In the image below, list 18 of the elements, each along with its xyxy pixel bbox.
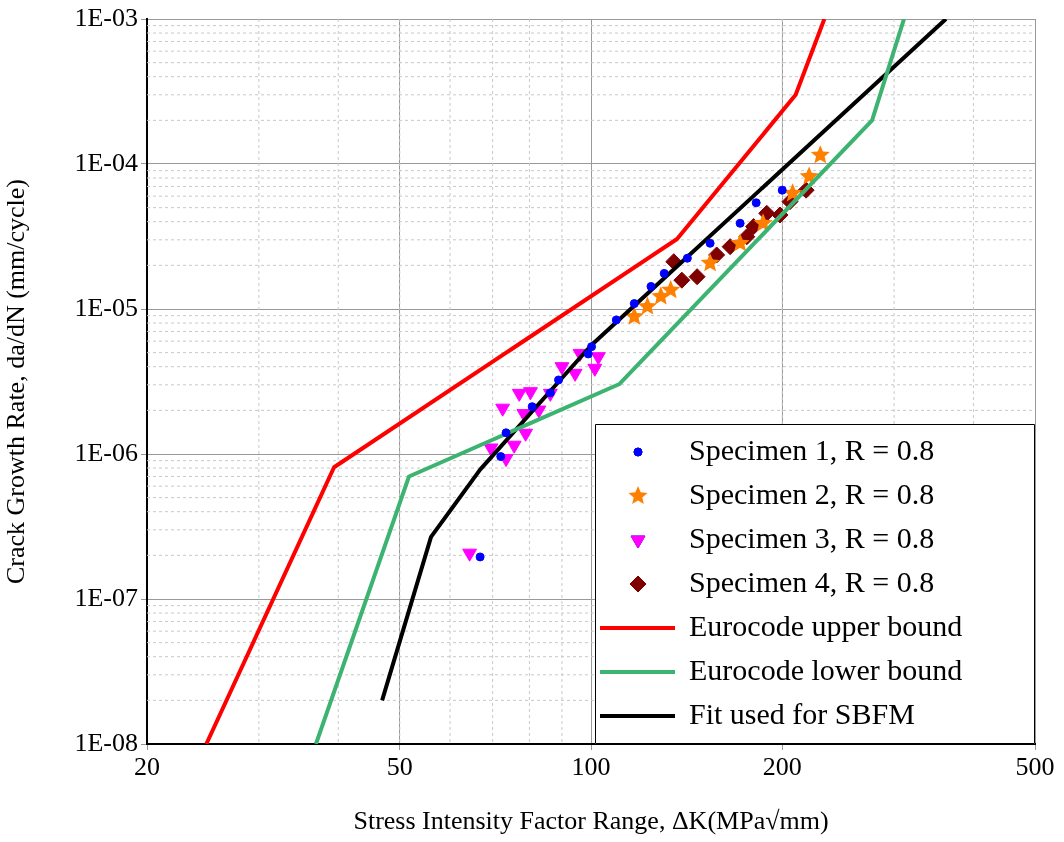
legend-label: Eurocode lower bound [689, 652, 963, 686]
y-tick-label: 1E-03 [74, 2, 138, 32]
legend-label: Specimen 2, R = 0.8 [689, 476, 935, 510]
legend-label: Specimen 1, R = 0.8 [689, 432, 935, 466]
x-tick-label: 200 [762, 752, 802, 782]
legend-label: Specimen 4, R = 0.8 [689, 564, 935, 598]
x-tick-label: 100 [571, 752, 611, 782]
y-tick-label: 1E-04 [74, 147, 138, 177]
y-tick-label: 1E-07 [74, 582, 138, 612]
legend-label: Eurocode upper bound [689, 608, 963, 642]
y-axis-title: Crack Growth Rate, da/dN (mm/cycle) [1, 178, 31, 585]
y-tick-label: 1E-05 [74, 292, 138, 322]
y-tick-label: 1E-06 [74, 437, 138, 467]
x-tick-label: 50 [386, 752, 413, 782]
x-axis-title: Stress Intensity Factor Range, ΔK(MPa√mm) [353, 806, 829, 836]
x-tick-label: 500 [1015, 752, 1055, 782]
legend-label: Fit used for SBFM [689, 696, 915, 730]
legend-label: Specimen 3, R = 0.8 [689, 520, 935, 554]
